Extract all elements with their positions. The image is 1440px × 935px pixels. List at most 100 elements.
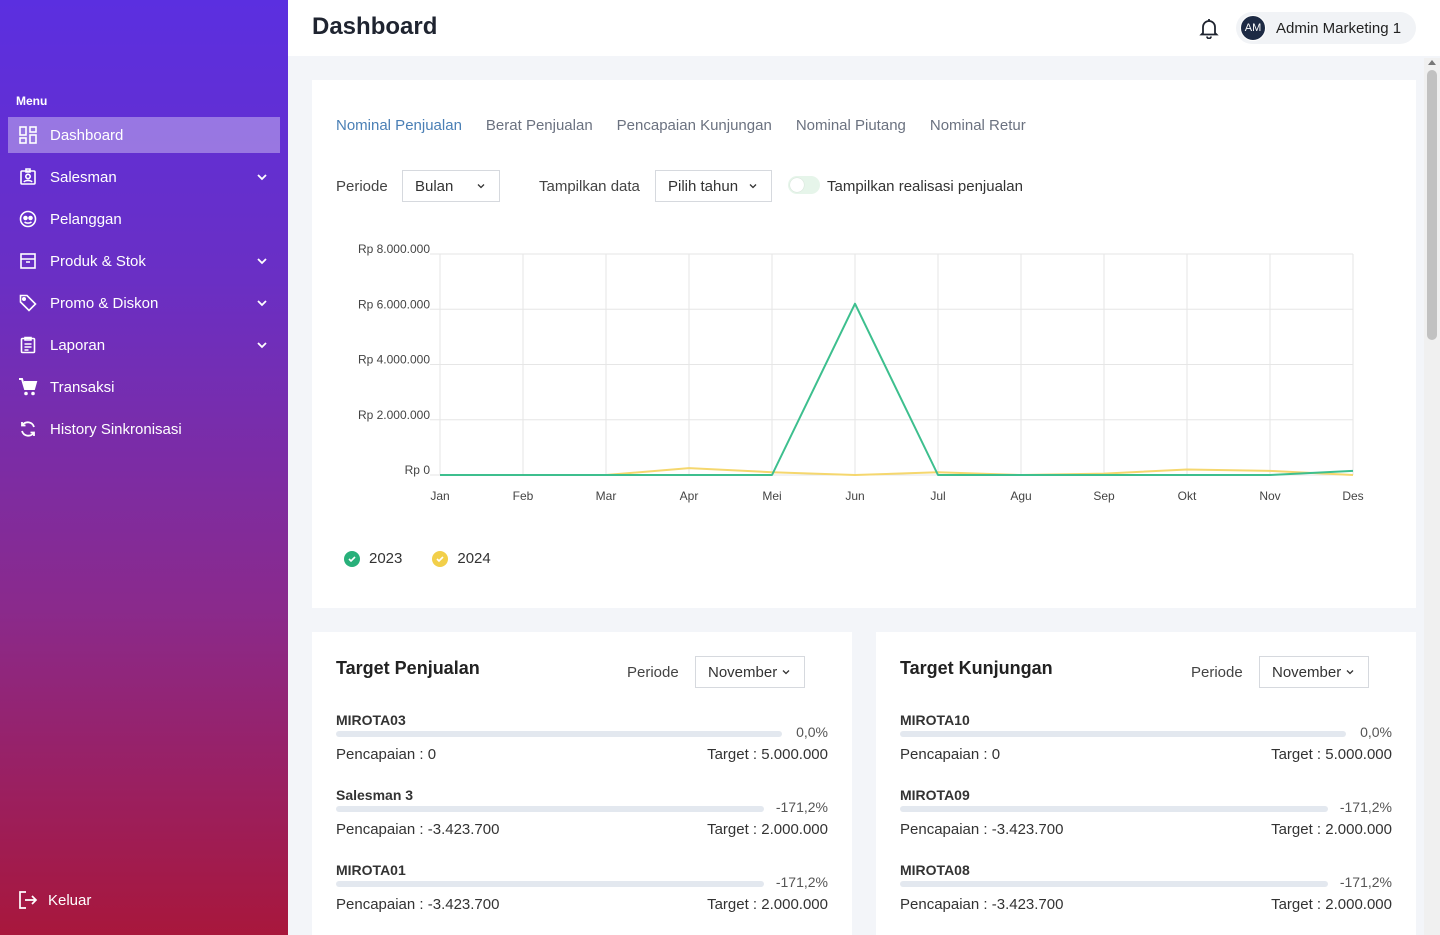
target-penjualan-card: Target Penjualan Periode November MIROTA…	[312, 632, 852, 935]
logout-label: Keluar	[48, 891, 92, 909]
y-tick-label: Rp 6.000.000	[358, 297, 430, 311]
sidebar-item-label: Produk & Stok	[50, 252, 146, 270]
target-text: Target : 2.000.000	[1271, 896, 1392, 913]
progress-percent: -171,2%	[1339, 799, 1392, 815]
card-title: Target Kunjungan	[900, 658, 1053, 678]
progress-percent: -171,2%	[775, 799, 828, 815]
clipboard-icon	[18, 335, 38, 355]
toggle-knob	[790, 178, 804, 192]
x-tick-label: Jul	[930, 489, 945, 503]
page-title: Dashboard	[312, 13, 438, 40]
box-icon	[18, 251, 38, 271]
sidebar-item-label: Pelanggan	[50, 210, 122, 228]
progress-percent: 0,0%	[1360, 724, 1392, 740]
sidebar-item-transaksi[interactable]: Transaksi	[8, 369, 280, 405]
tab-nominal-retur[interactable]: Nominal Retur	[929, 117, 1026, 134]
chevron-down-icon	[1346, 670, 1354, 675]
periode-select[interactable]: Bulan	[402, 170, 500, 202]
chevron-down-icon	[782, 670, 790, 675]
target-row: Salesman 3 -171,2% Pencapaian : -3.423.7…	[336, 787, 828, 857]
tab-nominal-penjualan[interactable]: Nominal Penjualan	[336, 117, 462, 134]
check-circle-icon	[432, 550, 449, 567]
progress-percent: -171,2%	[775, 874, 828, 890]
target-row: MIROTA01 -171,2% Pencapaian : -3.423.700…	[336, 862, 828, 932]
progress-percent: 0,0%	[796, 724, 828, 740]
legend-label: 2024	[457, 550, 491, 567]
sidebar-nav: Dashboard Salesman Pelanggan Produk & St…	[8, 117, 280, 453]
periode-month-select[interactable]: November	[1259, 656, 1369, 688]
menu-heading: Menu	[16, 94, 48, 108]
tab-berat-penjualan[interactable]: Berat Penjualan	[485, 117, 593, 134]
progress-bar	[336, 806, 764, 812]
sidebar-item-pelanggan[interactable]: Pelanggan	[8, 201, 280, 237]
sidebar-item-salesman[interactable]: Salesman	[8, 159, 280, 195]
x-tick-label: Agu	[1010, 489, 1031, 503]
target-text: Target : 2.000.000	[707, 896, 828, 913]
sidebar-item-promo-diskon[interactable]: Promo & Diskon	[8, 285, 280, 321]
x-tick-label: Des	[1342, 489, 1363, 503]
progress-bar	[336, 881, 764, 887]
progress-bar	[900, 731, 1346, 737]
periode-label: Periode	[1191, 664, 1243, 681]
page-scrollbar[interactable]	[1424, 58, 1440, 935]
target-row: MIROTA10 0,0% Pencapaian : 0 Target : 5.…	[900, 712, 1392, 782]
periode-select-value: November	[1272, 663, 1342, 681]
tab-nominal-piutang[interactable]: Nominal Piutang	[795, 117, 906, 134]
target-row: MIROTA08 -171,2% Pencapaian : -3.423.700…	[900, 862, 1392, 932]
sidebar-item-laporan[interactable]: Laporan	[8, 327, 280, 363]
achievement-text: Pencapaian : -3.423.700	[336, 896, 500, 913]
achievement-text: Pencapaian : 0	[336, 746, 437, 763]
salesman-name: MIROTA10	[900, 712, 970, 728]
scroll-thumb[interactable]	[1427, 70, 1437, 340]
legend-item-2024[interactable]: 2024	[432, 550, 491, 567]
tahun-select-value: Pilih tahun	[668, 177, 739, 195]
target-kunjungan-card: Target Kunjungan Periode November MIROTA…	[876, 632, 1416, 935]
logout-button[interactable]: Keluar	[18, 890, 91, 910]
sidebar-item-produk-stok[interactable]: Produk & Stok	[8, 243, 280, 279]
user-menu[interactable]: AM Admin Marketing 1	[1236, 12, 1416, 44]
series-line-2024	[440, 467, 1354, 476]
realisasi-toggle-label: Tampilkan realisasi penjualan	[827, 178, 1023, 195]
sidebar-item-history-sinkronisasi[interactable]: History Sinkronisasi	[8, 411, 280, 447]
scroll-up-arrow-icon[interactable]	[1428, 60, 1436, 65]
series-line-2023	[440, 302, 1354, 476]
progress-bar	[900, 806, 1328, 812]
target-text: Target : 5.000.000	[707, 746, 828, 763]
x-tick-label: Nov	[1259, 489, 1280, 503]
salesman-name: Salesman 3	[336, 787, 414, 803]
top-header: Dashboard AM Admin Marketing 1	[288, 0, 1440, 56]
y-tick-label: Rp 0	[405, 463, 431, 477]
sidebar-item-label: Laporan	[50, 336, 106, 354]
sidebar-item-label: History Sinkronisasi	[50, 420, 182, 438]
sidebar: Menu Dashboard Salesman Pelanggan Produ	[0, 0, 288, 935]
periode-select-value: Bulan	[415, 177, 454, 195]
target-text: Target : 2.000.000	[1271, 821, 1392, 838]
chevron-down-icon	[257, 258, 267, 265]
x-tick-label: Jun	[845, 489, 864, 503]
tag-icon	[18, 293, 38, 313]
tahun-select[interactable]: Pilih tahun	[655, 170, 772, 202]
progress-bar	[336, 731, 782, 737]
user-name: Admin Marketing 1	[1276, 19, 1402, 37]
achievement-text: Pencapaian : -3.423.700	[900, 821, 1064, 838]
x-tick-label: Feb	[513, 489, 534, 503]
sidebar-item-label: Salesman	[50, 168, 117, 186]
avatar: AM	[1240, 15, 1266, 41]
salesman-name: MIROTA01	[336, 862, 406, 878]
legend-label: 2023	[369, 550, 403, 567]
realisasi-toggle[interactable]	[788, 176, 820, 194]
tampilkan-data-label: Tampilkan data	[539, 178, 640, 195]
legend-item-2023[interactable]: 2023	[344, 550, 402, 567]
periode-month-select[interactable]: November	[695, 656, 805, 688]
badge-icon	[18, 167, 38, 187]
tab-pencapaian-kunjungan[interactable]: Pencapaian Kunjungan	[616, 117, 772, 134]
bell-icon[interactable]	[1198, 17, 1220, 39]
target-text: Target : 5.000.000	[1271, 746, 1392, 763]
sidebar-item-dashboard[interactable]: Dashboard	[8, 117, 280, 153]
salesman-name: MIROTA03	[336, 712, 406, 728]
periode-label: Periode	[627, 664, 679, 681]
chevron-down-icon	[257, 174, 267, 181]
chevron-down-icon	[749, 184, 757, 189]
sales-chart-card: Nominal Penjualan Berat Penjualan Pencap…	[312, 80, 1416, 608]
x-tick-label: Mar	[596, 489, 617, 503]
